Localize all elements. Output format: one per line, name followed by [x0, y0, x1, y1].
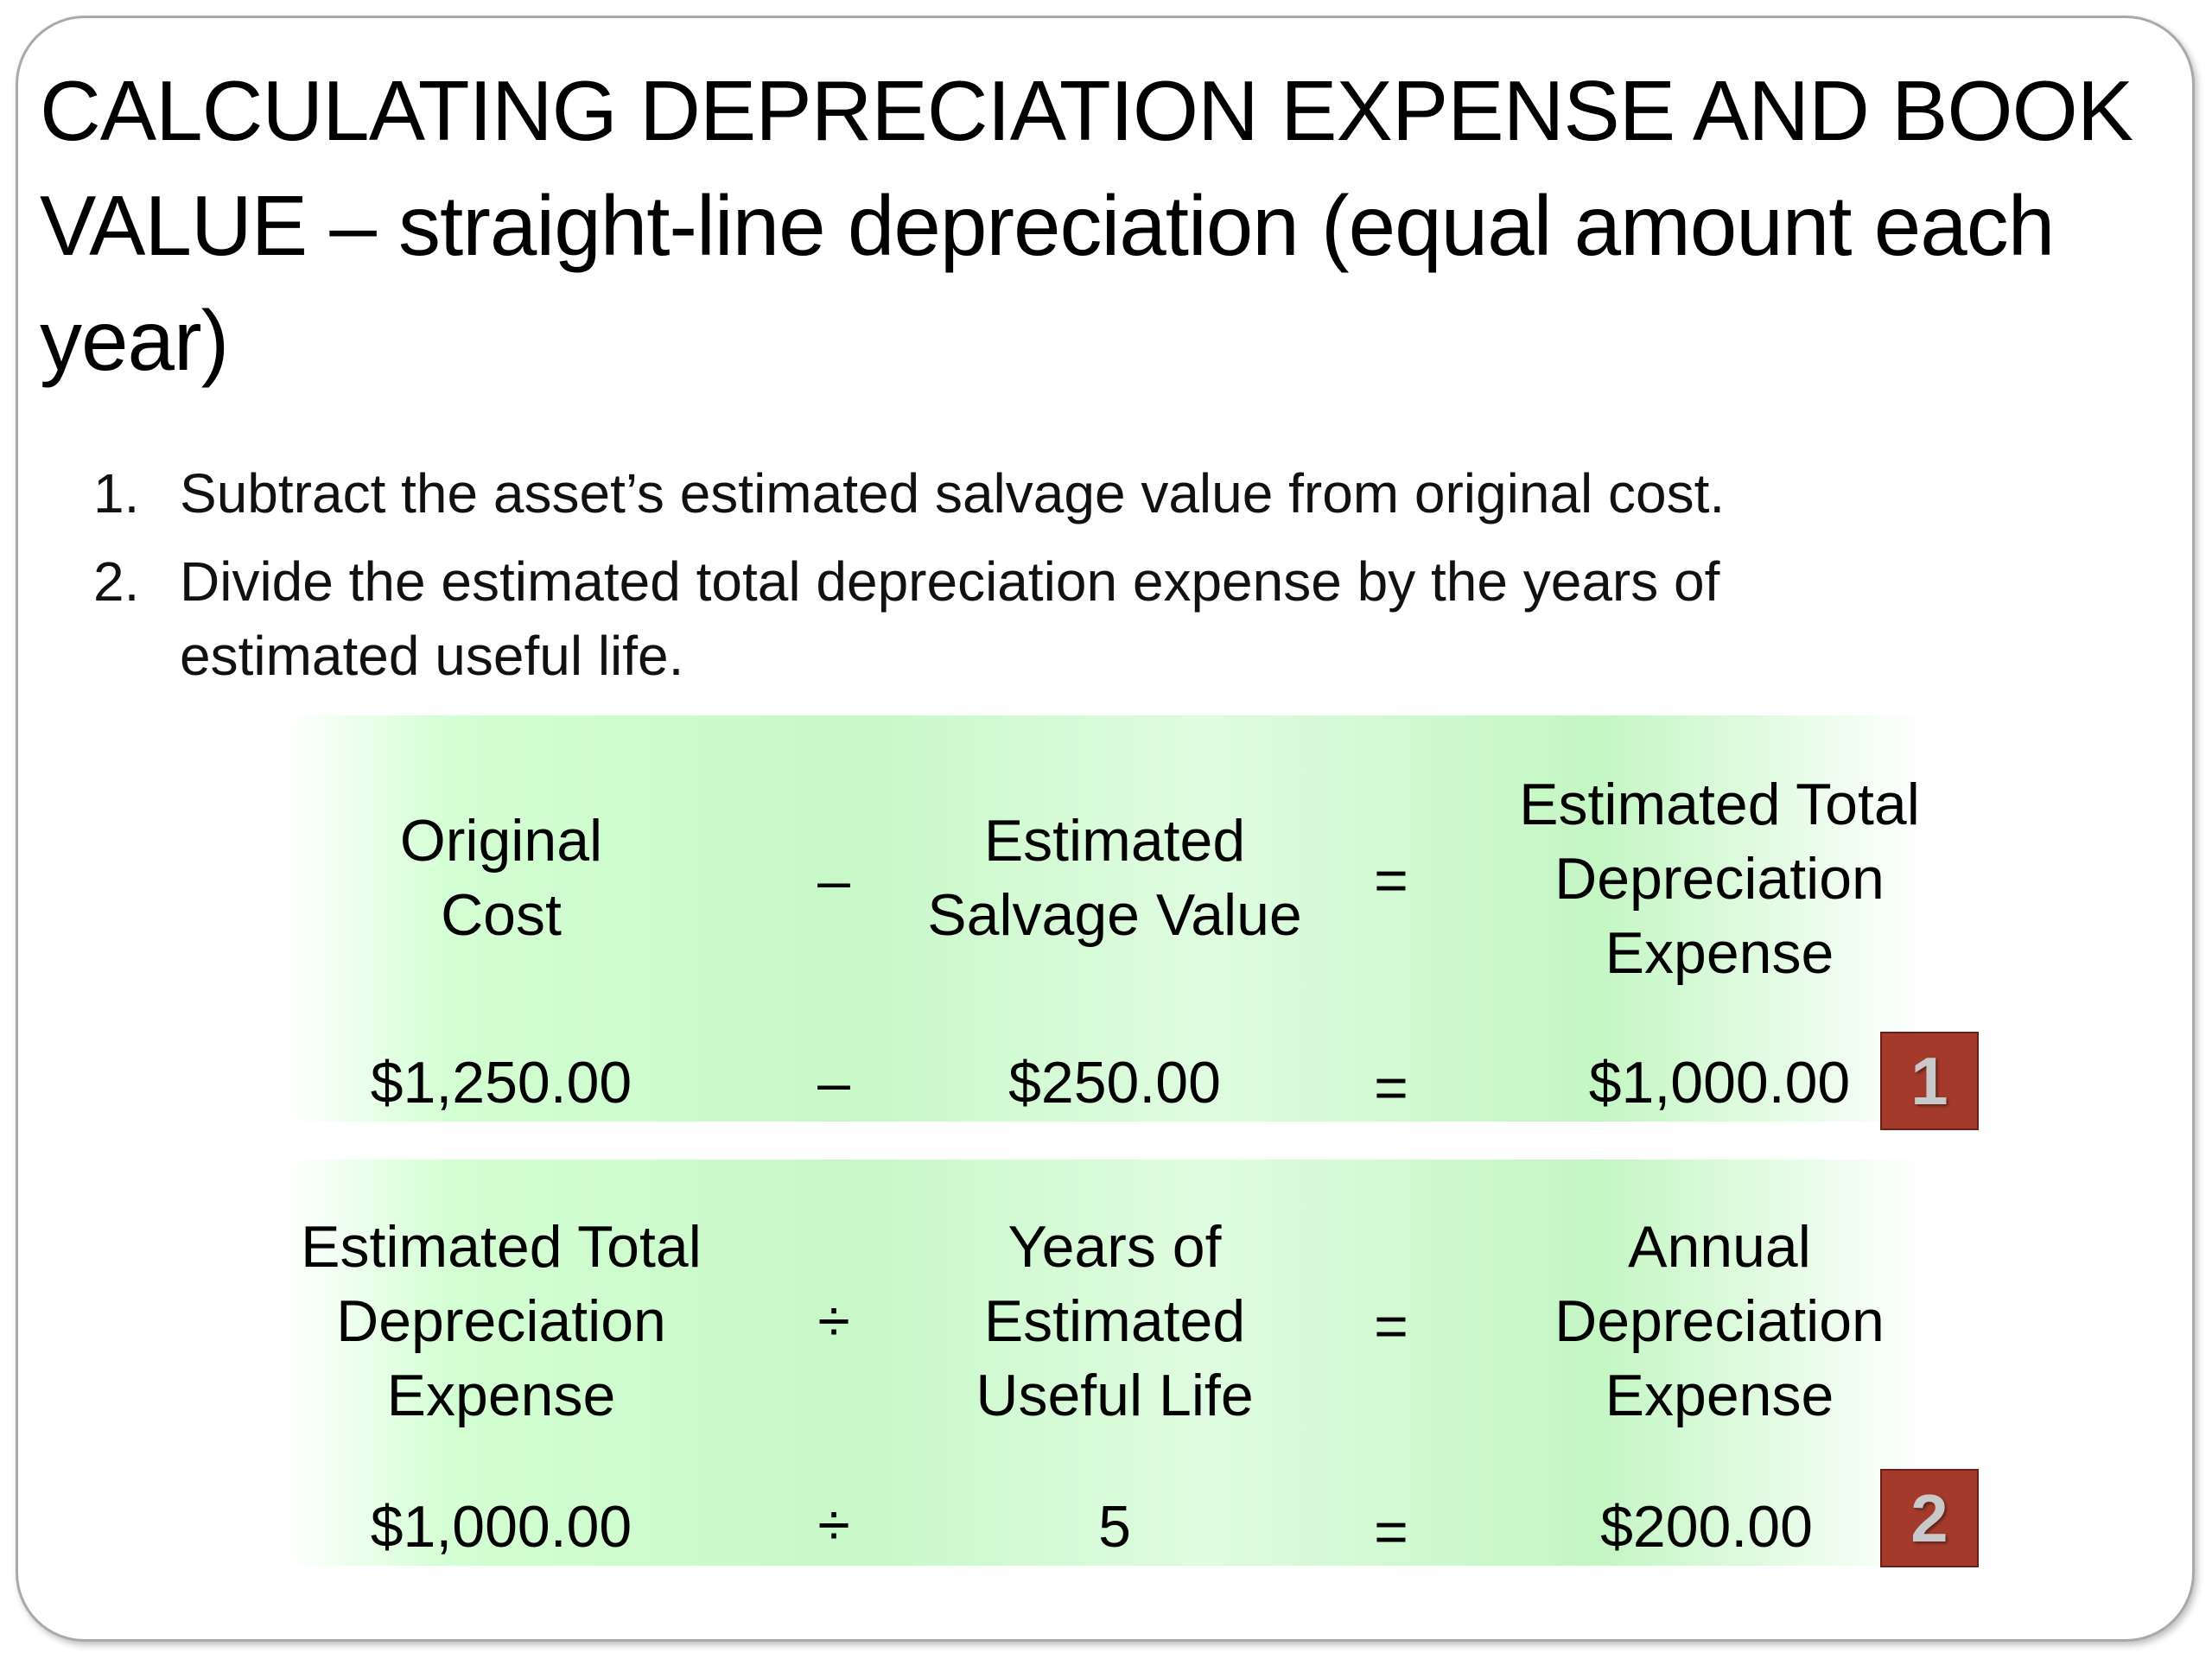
formula2-useful-life-label: Years of Estimated Useful Life [976, 1214, 1254, 1428]
formula2-band [285, 1160, 1927, 1566]
formula2-total-depreciation-label: Estimated Total Depreciation Expense [301, 1214, 702, 1428]
formula1-minus-operator: – [817, 848, 850, 913]
step-text: Divide the estimated total depreciation … [180, 550, 1720, 687]
formula1-salvage-value: $250.00 [1008, 1050, 1221, 1116]
formula2-equals-value-row: = [1374, 1499, 1408, 1565]
step-number: 2. [93, 550, 140, 613]
formula1-original-cost-label: Original Cost [399, 808, 603, 948]
step-1-badge: 1 [1880, 1032, 1979, 1130]
formula1-equals-value-row: = [1374, 1055, 1408, 1121]
formula1-original-cost-value: $1,250.00 [370, 1050, 632, 1116]
formula1-total-depreciation-value: $1,000.00 [1588, 1050, 1851, 1116]
formula1-band [285, 715, 1927, 1122]
formula2-divide-operator-value-row: ÷ [817, 1492, 850, 1558]
step-item: 2. Divide the estimated total depreciati… [93, 544, 1951, 693]
formula2-total-depreciation-value: $1,000.00 [370, 1494, 632, 1560]
formula1-equals: = [1374, 848, 1408, 913]
formula2-divide-operator: ÷ [817, 1288, 850, 1354]
formula1-total-depreciation-label: Estimated Total Depreciation Expense [1519, 772, 1920, 986]
formula2-annual-depreciation-value: $200.00 [1600, 1494, 1813, 1560]
step-number: 1. [93, 462, 140, 524]
step-2-badge: 2 [1880, 1469, 1979, 1567]
step-text: Subtract the asset’s estimated salvage v… [180, 462, 1726, 524]
formula2-useful-life-value: 5 [1098, 1494, 1131, 1560]
slide-title: CALCULATING DEPRECIATION EXPENSE AND BOO… [40, 63, 2133, 388]
formula1-minus-operator-value-row: – [817, 1050, 850, 1116]
formula1-salvage-value-label: Estimated Salvage Value [927, 808, 1302, 948]
formula2-annual-depreciation-label: Annual Depreciation Expense [1554, 1214, 1885, 1428]
step-item: 1. Subtract the asset’s estimated salvag… [93, 456, 1951, 531]
steps-list: 1. Subtract the asset’s estimated salvag… [93, 456, 1951, 707]
formula2-equals: = [1374, 1294, 1408, 1359]
